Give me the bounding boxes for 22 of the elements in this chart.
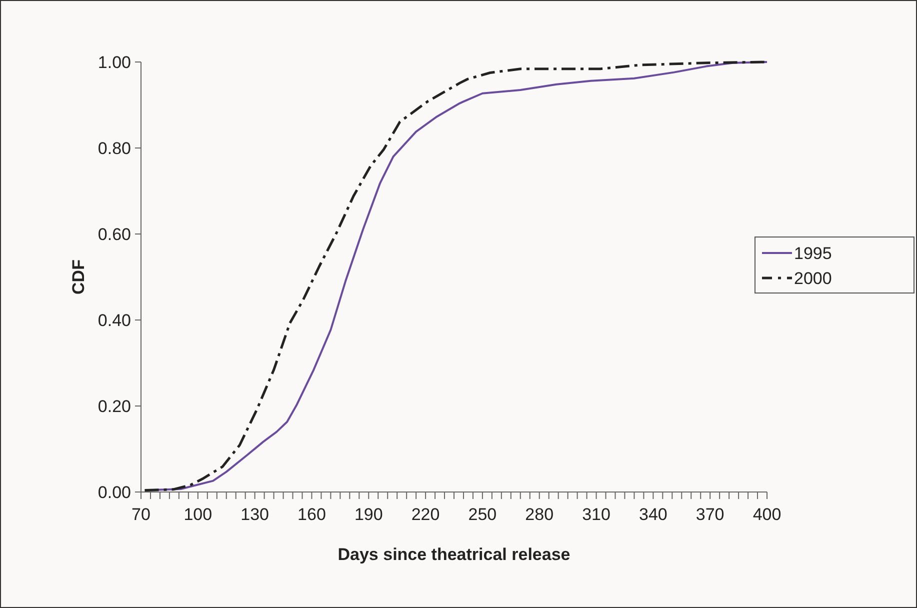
x-axis-title: Days since theatrical release: [338, 545, 570, 564]
y-tick-label: 0.00: [98, 482, 131, 502]
x-tick-label: 370: [696, 505, 724, 524]
legend-label: 2000: [794, 268, 832, 288]
x-tick-label: 190: [354, 505, 383, 524]
x-tick-label: 100: [184, 505, 212, 524]
x-tick-label: 280: [525, 505, 554, 524]
legend-label: 1995: [794, 244, 832, 263]
y-tick-label: 0.40: [98, 310, 131, 330]
y-tick-label: 1.00: [98, 52, 131, 72]
x-tick-label: 340: [638, 505, 668, 524]
y-tick-label: 0.60: [98, 224, 131, 244]
y-tick-label: 0.20: [98, 396, 131, 416]
y-axis-title: CDF: [69, 260, 88, 294]
x-tick-label: 310: [582, 505, 610, 524]
x-tick-label: 70: [132, 505, 150, 524]
x-tick-label: 160: [298, 505, 326, 524]
x-tick-label: 400: [752, 505, 782, 524]
x-tick-label: 220: [411, 505, 440, 524]
y-tick-label: 0.80: [98, 138, 131, 158]
x-tick-label: 250: [468, 505, 497, 524]
x-tick-label: 130: [240, 505, 270, 524]
